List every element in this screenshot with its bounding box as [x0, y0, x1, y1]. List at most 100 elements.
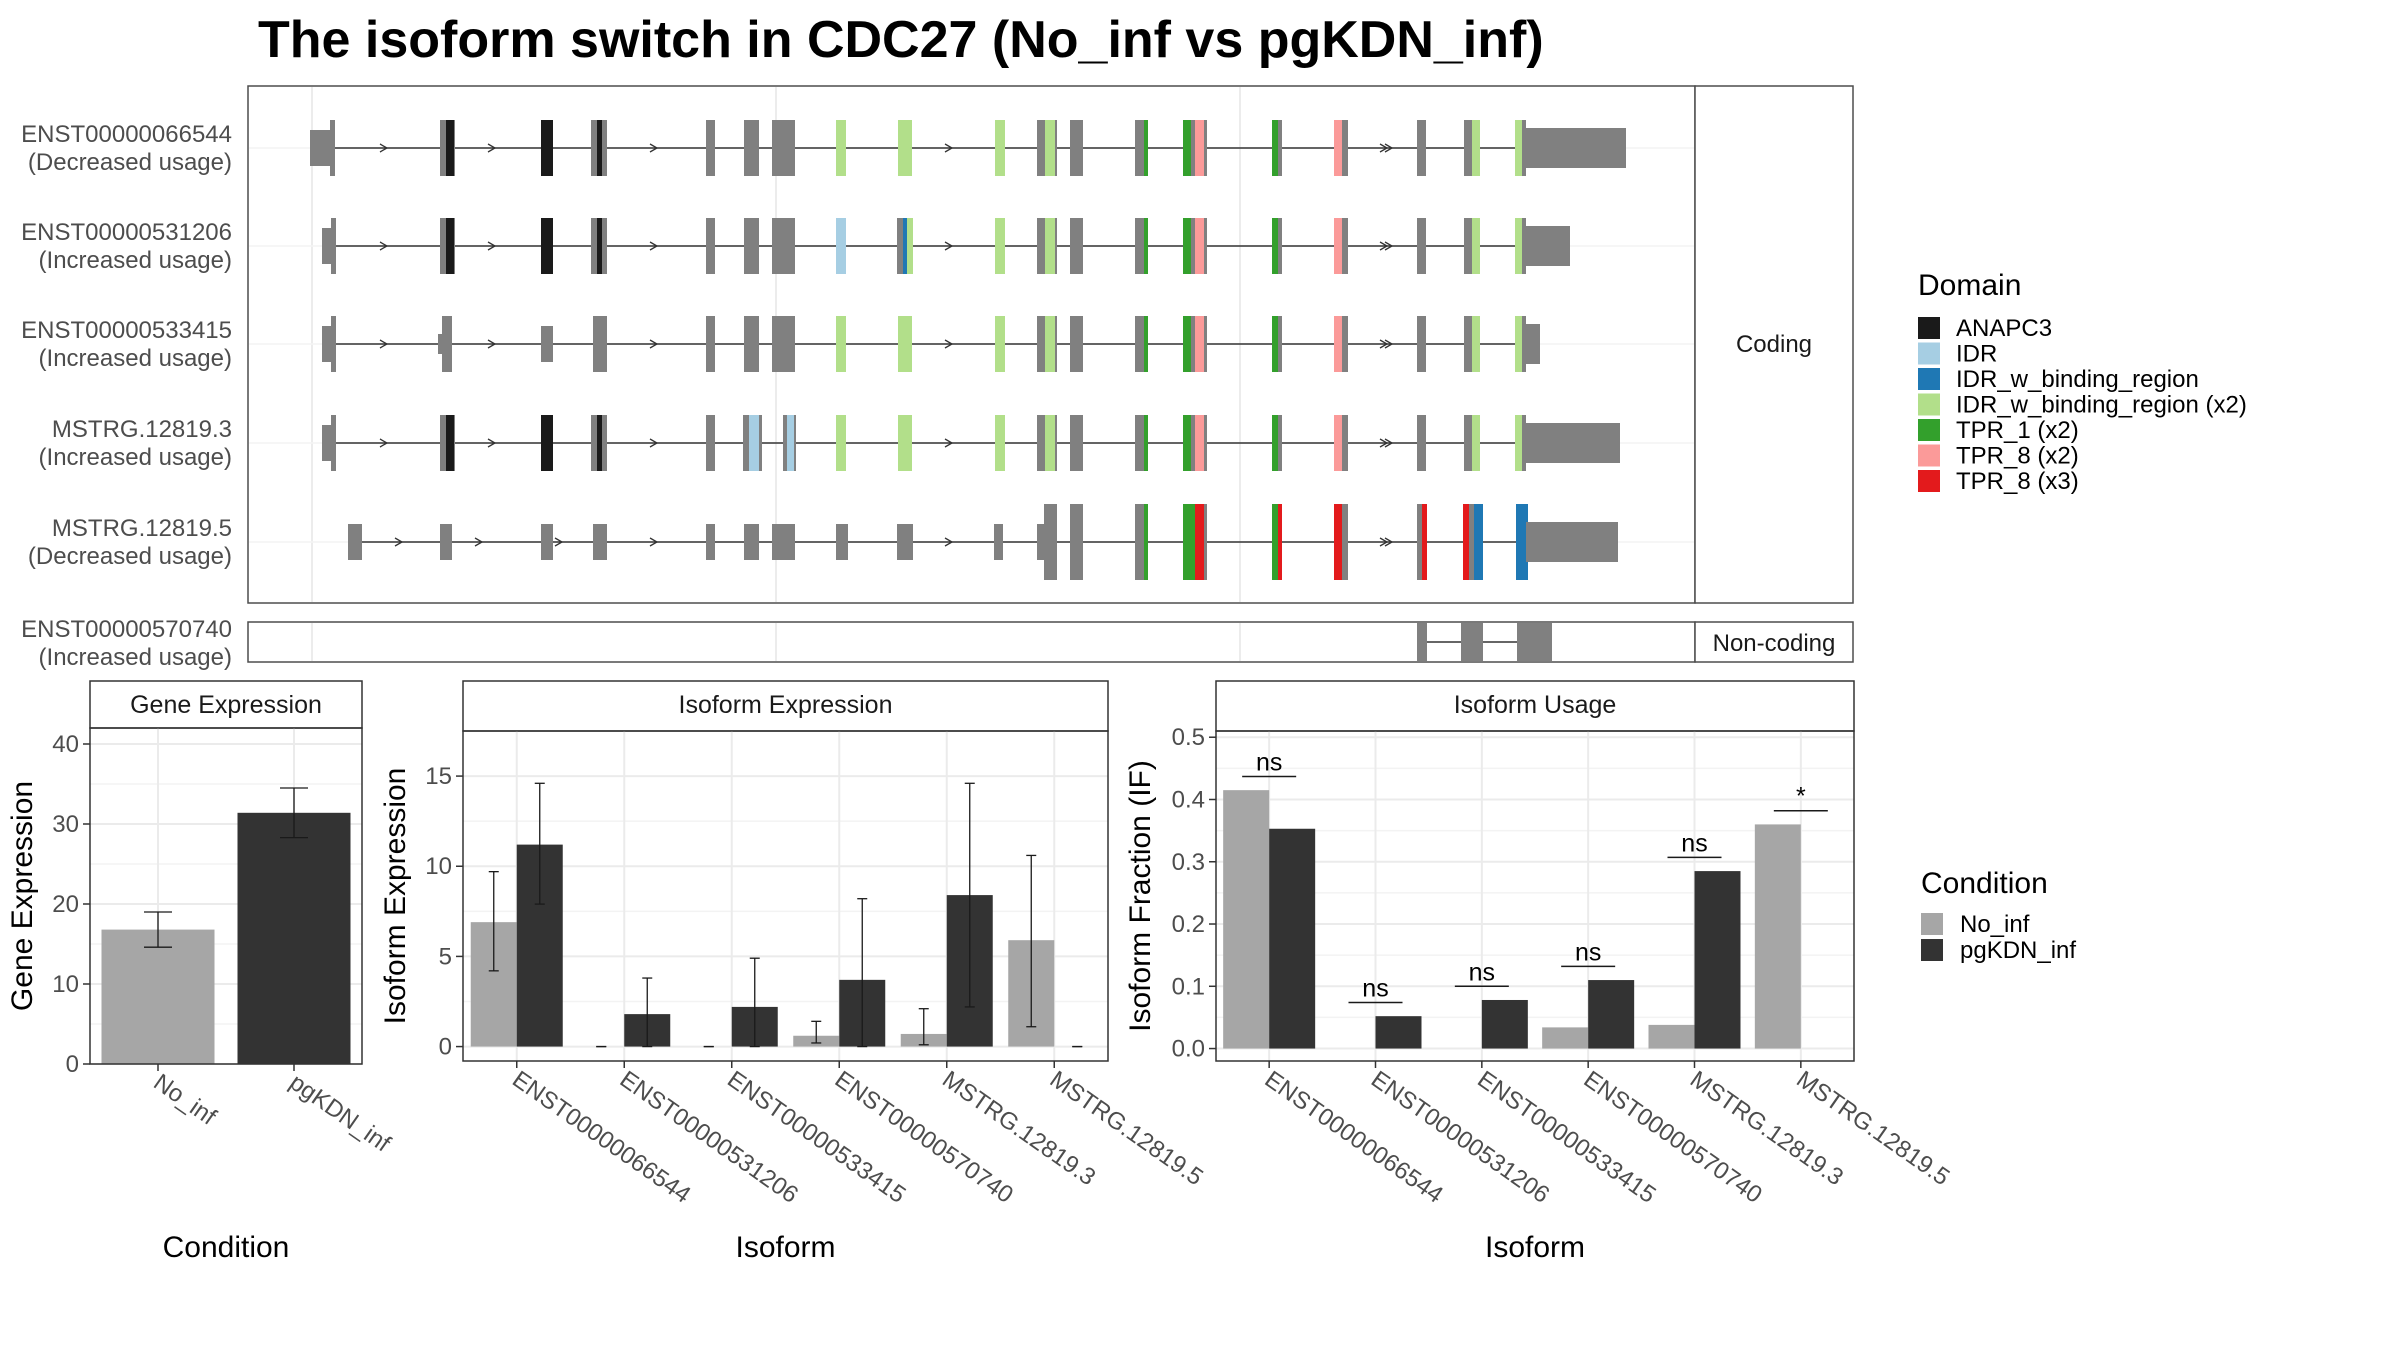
y-tick-label: 0.3	[1172, 849, 1205, 876]
exon	[783, 415, 787, 471]
significance-label: ns	[1469, 958, 1495, 986]
domain-legend-label: IDR	[1956, 341, 1997, 368]
figure-title: The isoform switch in CDC27 (No_inf vs p…	[258, 11, 1544, 69]
domain-legend-key	[1918, 444, 1940, 467]
bar-No_inf	[101, 929, 215, 1064]
panel-frame	[1215, 730, 1855, 1062]
domain-legend-label: IDR_w_binding_region (x2)	[1956, 392, 2247, 419]
domain-legend-key	[1918, 393, 1940, 416]
exon	[1204, 415, 1207, 471]
transcript-id-label: MSTRG.12819.5	[52, 515, 232, 542]
condition-legend-label: pgKDN_inf	[1960, 937, 2076, 964]
exon	[1342, 504, 1348, 580]
condition-legend-key	[1921, 913, 1943, 935]
exon	[593, 524, 607, 560]
exon	[897, 524, 913, 560]
domain-idr-binding	[1474, 504, 1483, 580]
y-tick-label: 5	[439, 943, 452, 970]
domain-idr-binding-x2	[1045, 120, 1055, 176]
exon	[1464, 120, 1472, 176]
domain-legend-label: IDR_w_binding_region	[1956, 366, 2199, 393]
exon	[1417, 623, 1427, 661]
utr-exon	[1526, 324, 1540, 364]
exon	[1037, 524, 1044, 560]
transcript-id-label: ENST00000533415	[21, 317, 232, 344]
exon	[331, 218, 336, 274]
y-axis-title: Isoform Expression	[379, 768, 412, 1025]
strand-arrow	[1379, 438, 1389, 448]
domain-tpr8-x2	[1334, 316, 1342, 372]
domain-idr-binding-x2	[1472, 316, 1480, 372]
domain-idr-binding-x2	[995, 218, 1005, 274]
panel-title: Gene Expression	[130, 691, 322, 719]
exon	[440, 120, 446, 176]
domain-legend-key	[1918, 368, 1940, 390]
domain-tpr1	[1183, 504, 1191, 580]
y-tick-label: 20	[52, 891, 79, 918]
domain-legend-label: ANAPC3	[1956, 315, 2052, 342]
utr-exon	[322, 326, 333, 362]
exon	[331, 316, 336, 372]
exon	[1422, 120, 1426, 176]
exon	[1070, 120, 1083, 176]
y-tick-label: 0	[66, 1051, 79, 1078]
panel-strip	[1215, 680, 1855, 732]
exon	[1464, 218, 1472, 274]
x-tick-label: pgKDN_inf	[285, 1069, 396, 1158]
domain-tpr1	[1191, 504, 1195, 580]
strand-arrow	[1384, 143, 1394, 153]
x-tick-label: ENST00000531206	[615, 1066, 803, 1209]
error-bar	[280, 787, 308, 839]
exon	[1417, 504, 1422, 580]
x-tick-label: No_inf	[149, 1069, 222, 1131]
strand-arrow	[649, 537, 659, 547]
exon	[1469, 504, 1474, 580]
y-tick-label: 0.1	[1172, 973, 1205, 1000]
transcript-id-label: ENST00000531206	[21, 219, 232, 246]
domain-anapc3	[446, 218, 454, 274]
domain-tpr1	[1144, 316, 1148, 372]
y-tick-label: 0.5	[1172, 724, 1205, 751]
exon	[1422, 218, 1426, 274]
y-tick-label: 30	[52, 811, 79, 838]
strand-arrow	[474, 537, 484, 547]
domain-tpr1	[1144, 415, 1148, 471]
exon	[602, 415, 607, 471]
domain-idr-binding-x2	[1045, 415, 1055, 471]
transcript-usage-label: (Increased usage)	[39, 345, 232, 372]
strand-arrow	[1379, 339, 1389, 349]
exon	[706, 524, 715, 560]
panel-title: Isoform Expression	[679, 691, 893, 719]
strand-arrow	[649, 339, 659, 349]
domain-tpr1	[1144, 504, 1148, 580]
domain-anapc3	[446, 120, 454, 176]
transcript-usage-label: (Increased usage)	[39, 644, 232, 671]
exon	[440, 218, 446, 274]
utr-exon	[1526, 423, 1620, 463]
exon	[1417, 218, 1422, 274]
x-axis-title: Isoform	[1485, 1231, 1585, 1264]
bar-pgKDN_inf	[237, 812, 351, 1064]
exon	[1191, 415, 1195, 471]
domain-tpr1	[1272, 218, 1278, 274]
domain-anapc3	[541, 120, 553, 176]
y-tick-label: 0.2	[1172, 911, 1205, 938]
transcript-structure-panel: CodingNon-codingENST00000066544(Decrease…	[21, 85, 1854, 671]
strand-arrow	[649, 438, 659, 448]
strand-arrow	[944, 241, 954, 251]
exon	[743, 415, 749, 471]
exon	[438, 334, 442, 354]
coding-strip	[1694, 85, 1854, 604]
transcript-noncoding	[1417, 623, 1552, 661]
domain-idr-binding-x2	[995, 415, 1005, 471]
strand-arrow	[1379, 143, 1389, 153]
transcript-usage-label: (Decreased usage)	[28, 543, 232, 570]
domain-idr-binding-x2	[995, 316, 1005, 372]
strand-arrow	[944, 339, 954, 349]
panel-strip	[462, 680, 1109, 732]
utr-exon	[1526, 226, 1570, 266]
exon	[1417, 120, 1422, 176]
exon	[1461, 623, 1483, 661]
y-axis-title: Gene Expression	[6, 781, 39, 1011]
